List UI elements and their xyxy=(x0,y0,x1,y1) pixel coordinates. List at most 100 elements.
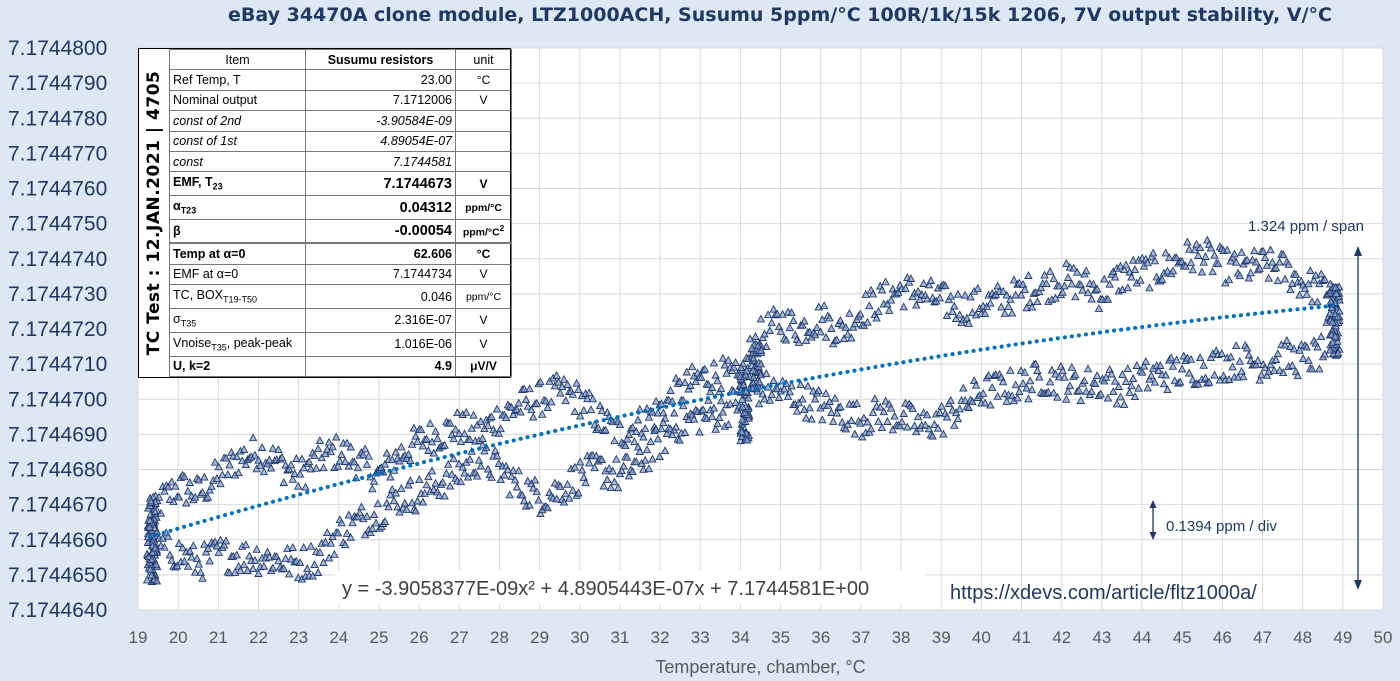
data-point-upper xyxy=(368,484,377,493)
data-point-upper xyxy=(675,377,684,386)
data-point-lower xyxy=(1204,377,1214,386)
data-point-upper xyxy=(160,486,169,495)
data-point-lower xyxy=(668,430,677,439)
data-point-lower xyxy=(640,455,650,464)
data-point-lower xyxy=(1109,387,1118,396)
data-point-lower xyxy=(619,461,628,470)
data-point-upper xyxy=(1092,284,1102,293)
data-point-upper xyxy=(409,423,419,432)
data-point-upper xyxy=(1237,247,1246,256)
data-point-lower xyxy=(1074,385,1084,394)
data-point-upper xyxy=(1054,281,1064,290)
data-point-upper xyxy=(1210,250,1219,259)
data-point-lower xyxy=(265,552,274,561)
data-point-upper xyxy=(259,467,269,476)
stats-row-value: 2.316E-07 xyxy=(305,307,456,333)
stats-row: const of 2nd -3.90584E-09 xyxy=(169,110,512,132)
data-point-upper xyxy=(706,387,715,396)
data-point-lower xyxy=(342,528,352,537)
data-point-lower xyxy=(1116,392,1125,401)
data-point-upper xyxy=(865,301,874,310)
data-point-upper xyxy=(180,472,189,481)
data-point-upper xyxy=(756,314,766,323)
data-point-upper xyxy=(1081,266,1091,275)
data-point-start-cluster xyxy=(145,522,155,531)
x-tick-label: 45 xyxy=(1173,628,1192,647)
data-point-upper xyxy=(257,443,267,451)
data-point-lower xyxy=(1242,343,1252,352)
data-point-upper xyxy=(1157,275,1167,283)
data-point-lower xyxy=(657,424,666,433)
data-point-upper xyxy=(552,371,561,379)
data-point-lower xyxy=(698,405,708,414)
data-point-upper xyxy=(1060,281,1069,290)
data-point-start-cluster xyxy=(147,555,157,563)
data-point-lower xyxy=(259,561,269,570)
data-point-upper xyxy=(239,445,249,453)
data-point-lower xyxy=(946,395,955,404)
data-point-lower xyxy=(458,462,467,471)
data-point-upper xyxy=(462,407,471,416)
stats-row-unit xyxy=(455,110,512,132)
stats-row-value: 62.606 xyxy=(305,243,456,265)
data-point-lower xyxy=(160,542,169,551)
data-point-upper xyxy=(277,452,287,461)
data-point-upper xyxy=(1016,290,1026,299)
data-point-lower xyxy=(268,563,278,572)
stats-row-unit: V xyxy=(455,263,512,286)
data-point-lower xyxy=(559,497,569,506)
stats-row: EMF, T23 7.1744673 V xyxy=(169,171,512,197)
stats-row-unit-text: ppm/°C xyxy=(462,226,500,239)
data-point-upper xyxy=(521,395,531,403)
data-point-upper xyxy=(1049,274,1058,283)
data-point-lower xyxy=(716,396,726,405)
data-point-upper xyxy=(912,300,921,309)
stats-row-unit: V xyxy=(455,89,512,112)
stats-row: σT35 2.316E-07 V xyxy=(169,307,512,333)
data-point-lower xyxy=(203,543,213,552)
data-point-lower xyxy=(214,547,223,556)
data-point-mid-cluster xyxy=(756,359,766,368)
data-point-lower xyxy=(1044,387,1053,396)
data-point-lower xyxy=(565,493,574,502)
data-point-lower xyxy=(422,480,431,489)
data-point-lower xyxy=(1130,392,1140,401)
data-point-lower xyxy=(604,463,614,472)
data-point-lower xyxy=(1154,366,1163,374)
data-point-upper xyxy=(1165,253,1174,262)
data-point-upper xyxy=(998,286,1008,295)
data-point-lower xyxy=(830,393,840,402)
data-point-lower xyxy=(1253,355,1263,364)
data-point-lower xyxy=(570,462,580,471)
data-point-upper xyxy=(1206,243,1216,252)
stats-row-name: Ref Temp, T xyxy=(169,69,306,91)
data-point-upper xyxy=(210,457,220,466)
data-point-upper xyxy=(1161,248,1170,257)
data-point-upper xyxy=(431,426,440,435)
data-point-upper xyxy=(574,385,583,394)
data-point-mid-cluster xyxy=(756,345,766,354)
data-point-lower xyxy=(859,413,869,422)
data-point-lower xyxy=(360,530,370,539)
data-point-lower xyxy=(1298,354,1308,362)
stats-row-name-text: Nominal output xyxy=(173,93,258,108)
data-point-upper xyxy=(901,283,910,292)
data-point-lower xyxy=(1058,366,1067,375)
data-point-lower xyxy=(787,381,796,390)
data-point-upper xyxy=(745,334,755,343)
stats-row-subscript: T23 xyxy=(180,205,197,216)
y-tick-label: 7.1744800 xyxy=(8,37,107,60)
x-tick-label: 27 xyxy=(450,628,469,647)
x-tick-label: 44 xyxy=(1133,628,1152,647)
data-point-upper xyxy=(644,412,654,421)
data-point-upper xyxy=(532,398,542,407)
data-point-lower xyxy=(760,394,769,403)
stats-row-name: TC, BOXT19-T50 xyxy=(169,284,306,309)
data-point-end-cluster xyxy=(1333,312,1343,321)
data-point-lower xyxy=(933,423,943,432)
data-point-lower xyxy=(1228,362,1237,371)
data-point-lower xyxy=(1002,396,1011,405)
stats-row: Ref Temp, T 23.00 °C xyxy=(169,69,512,91)
stats-row-name-text: const of 1st xyxy=(173,134,237,149)
stats-row: EMF at α=0 7.1744734 V xyxy=(169,263,512,286)
